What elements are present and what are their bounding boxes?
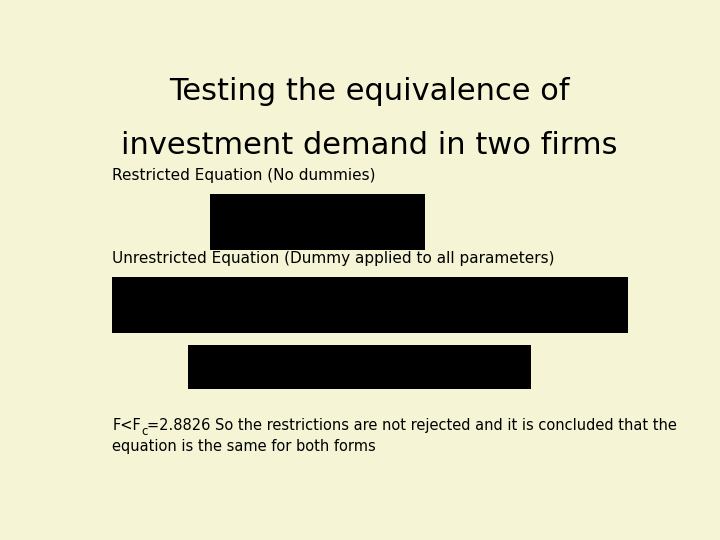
Text: Unrestricted Equation (Dummy applied to all parameters): Unrestricted Equation (Dummy applied to … (112, 252, 555, 266)
Text: =2.8826 So the restrictions are not rejected and it is concluded that the: =2.8826 So the restrictions are not reje… (148, 418, 678, 433)
Text: Restricted Equation (No dummies): Restricted Equation (No dummies) (112, 168, 376, 183)
Text: c: c (141, 425, 148, 438)
Bar (112, 277, 629, 333)
Bar (210, 194, 425, 250)
Text: equation is the same for both forms: equation is the same for both forms (112, 438, 376, 454)
Bar (188, 346, 531, 389)
Text: Testing the equivalence of: Testing the equivalence of (168, 77, 570, 106)
Text: investment demand in two firms: investment demand in two firms (121, 131, 617, 160)
Text: F<F: F<F (112, 418, 141, 433)
